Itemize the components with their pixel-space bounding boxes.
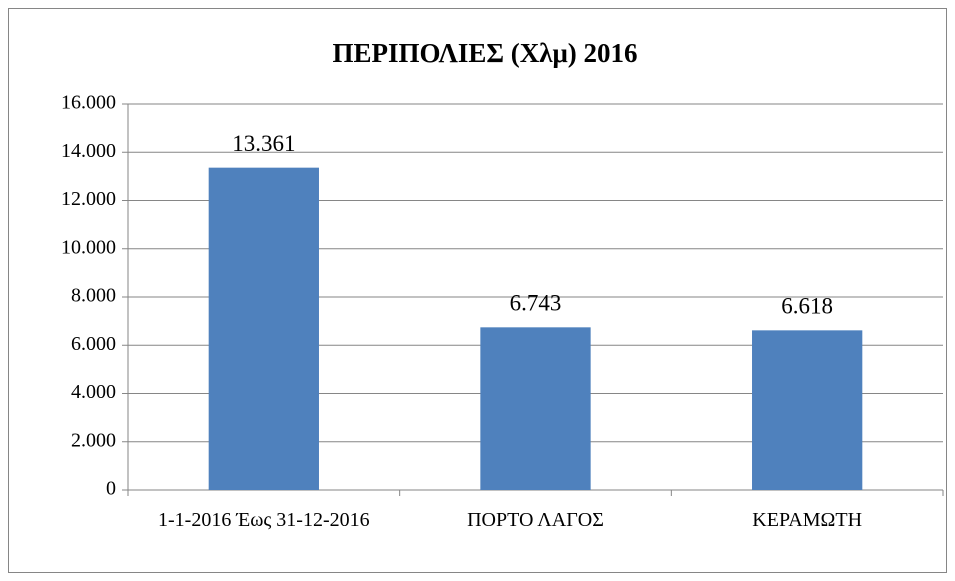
x-tick-label: 1-1-2016 Έως 31-12-2016 bbox=[158, 509, 370, 531]
y-tick-label: 2.000 bbox=[71, 429, 116, 451]
y-tick-label: 10.000 bbox=[61, 236, 116, 258]
y-tick-label: 4.000 bbox=[71, 381, 116, 403]
chart-title: ΠΕΡΙΠΟΛΙΕΣ (Χλμ) 2016 bbox=[332, 38, 637, 68]
value-label: 6.743 bbox=[510, 291, 562, 316]
x-tick-label: ΚΕΡΑΜΩΤΗ bbox=[752, 509, 863, 531]
bar bbox=[208, 167, 319, 490]
x-tick-label: ΠΟΡΤΟ ΛΑΓΟΣ bbox=[467, 509, 604, 531]
bar bbox=[752, 330, 863, 490]
y-tick-label: 6.000 bbox=[71, 333, 116, 355]
bar bbox=[480, 327, 591, 490]
y-tick-label: 14.000 bbox=[61, 140, 116, 162]
value-label: 13.361 bbox=[232, 131, 295, 156]
y-tick-label: 16.000 bbox=[61, 92, 116, 114]
y-tick-label: 12.000 bbox=[61, 188, 116, 210]
y-tick-label: 0 bbox=[106, 478, 116, 500]
y-tick-label: 8.000 bbox=[71, 285, 116, 307]
value-label: 6.618 bbox=[781, 294, 833, 319]
